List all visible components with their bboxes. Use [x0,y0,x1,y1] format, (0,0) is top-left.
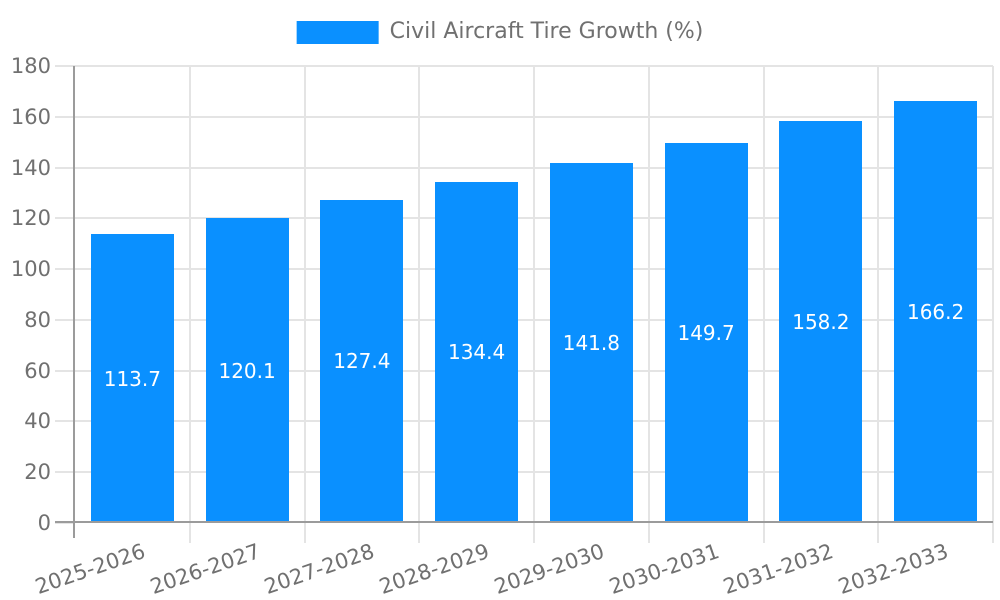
legend: Civil Aircraft Tire Growth (%) [296,19,704,45]
bar: 141.8 [549,163,633,523]
y-tick [55,65,75,67]
bar-value-label: 149.7 [677,320,735,345]
y-tick-label: 100 [10,257,51,282]
x-gridline [533,66,535,543]
bar-value-label: 134.4 [447,340,506,365]
bar: 166.2 [894,101,978,523]
bar-value-label: 166.2 [906,300,965,325]
bar: 158.2 [779,121,863,523]
y-tick-label: 60 [24,358,51,383]
y-tick [55,217,75,220]
legend-label: Civil Aircraft Tire Growth (%) [389,19,704,44]
y-tick [55,369,75,372]
bar-value-label: 158.2 [792,310,850,335]
y-tick [55,318,75,321]
y-tick-label: 0 [37,511,51,535]
y-tick [55,522,75,524]
x-tick-label: 2032-2033 [835,539,952,599]
bar-value-label: 113.7 [103,366,161,391]
y-tick-label: 40 [24,409,51,434]
y-tick [55,166,75,169]
bar: 113.7 [90,234,174,523]
y-tick-label: 160 [10,104,51,129]
bar-value-label: 141.8 [562,331,620,355]
bar: 127.4 [320,199,404,523]
x-gridline [303,66,306,543]
x-axis-line [55,521,993,523]
bar-value-label: 127.4 [333,349,391,374]
bar: 120.1 [205,218,289,523]
y-tick-label: 180 [10,54,51,78]
bar-value-label: 120.1 [218,358,276,383]
y-tick [55,420,75,423]
y-tick [55,268,75,271]
x-gridline [877,66,880,543]
y-axis-line [73,66,75,538]
y-tick [55,115,75,118]
y-tick-label: 120 [10,206,51,231]
x-gridline [418,66,421,543]
y-tick-label: 140 [10,155,51,180]
y-tick-label: 20 [24,460,51,485]
bar: 149.7 [664,142,748,523]
bar: 134.4 [435,181,519,523]
x-gridline [647,66,650,543]
x-gridline [188,66,191,543]
plot-area: 0 20 40 60 80 100 120 140 160 180 113.7 120.1 127.4 1… [11,54,994,599]
y-tick-label: 80 [24,307,51,332]
x-gridline [992,66,994,543]
y-tick [55,471,75,474]
legend-swatch [296,20,379,44]
x-tick-label-anchor: 2032-2033 [644,539,951,599]
x-gridline [762,66,765,543]
